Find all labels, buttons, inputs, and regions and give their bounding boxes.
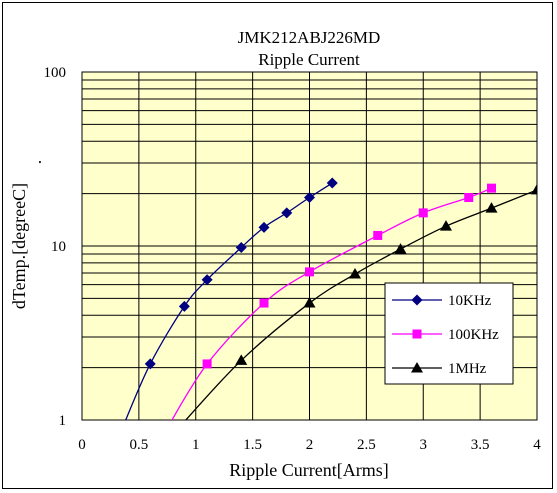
data-point (281, 207, 293, 219)
data-point (440, 220, 452, 231)
data-point (235, 242, 247, 254)
data-point (418, 208, 428, 218)
legend-item-100KHz: 100KHz (392, 327, 499, 343)
data-point (178, 300, 190, 312)
legend-label: 1MHz (448, 361, 487, 377)
data-point (259, 298, 269, 308)
data-point (326, 177, 338, 189)
x-tick-label: 4 (533, 437, 541, 453)
x-tick-labels: 0 0.5 1 1.5 2 2.5 3 3.5 4 (78, 437, 541, 453)
y-tick-labels: 1 10 100 (44, 65, 67, 429)
x-tick-label: 1.5 (243, 437, 262, 453)
data-point (485, 202, 498, 213)
series-100KHz (171, 183, 496, 420)
data-point (464, 192, 474, 202)
data-point (394, 243, 407, 254)
legend-label: 100KHz (448, 327, 499, 343)
y-tick-label: 10 (51, 239, 66, 255)
legend-item-1MHz: 1MHz (392, 361, 487, 377)
y-tick-label: 1 (59, 413, 67, 429)
legend-label: 10KHz (448, 293, 492, 309)
x-tick-label: 1 (192, 437, 200, 453)
y-axis-label: dTemp.[degreeC] (9, 183, 29, 309)
legend-item-10KHz: 10KHz (392, 293, 492, 309)
chart-subtitle: Ripple Current (258, 50, 360, 69)
data-point (531, 183, 537, 195)
x-tick-label: 0.5 (130, 437, 149, 453)
data-point (202, 359, 212, 369)
data-point (487, 183, 496, 193)
data-point (303, 297, 316, 308)
x-tick-label: 2.5 (357, 437, 376, 453)
x-axis-label: Ripple Current[Arms] (229, 460, 388, 480)
data-point (144, 358, 156, 370)
data-point (201, 274, 213, 286)
data-point (304, 191, 315, 203)
data-point (235, 354, 248, 365)
series-layer (125, 177, 537, 420)
data-point (258, 221, 270, 233)
data-point (349, 268, 361, 279)
legend-marker (411, 294, 423, 306)
series-10KHz (125, 177, 338, 420)
series-1MHz (184, 183, 537, 420)
data-point (305, 267, 314, 277)
x-tick-label: 3.5 (471, 437, 490, 453)
chart-title: JMK212ABJ226MD (238, 28, 381, 47)
x-tick-label: 2 (306, 437, 314, 453)
data-point (373, 230, 383, 240)
legend: 10KHz 100KHz 1MHz (384, 282, 514, 385)
legend-marker (412, 329, 422, 339)
y-tick-label: 100 (44, 65, 67, 81)
x-tick-label: 3 (420, 437, 428, 453)
legend-marker (411, 362, 423, 373)
y-axis-label-suffix: . (25, 160, 45, 165)
x-tick-label: 0 (78, 437, 86, 453)
